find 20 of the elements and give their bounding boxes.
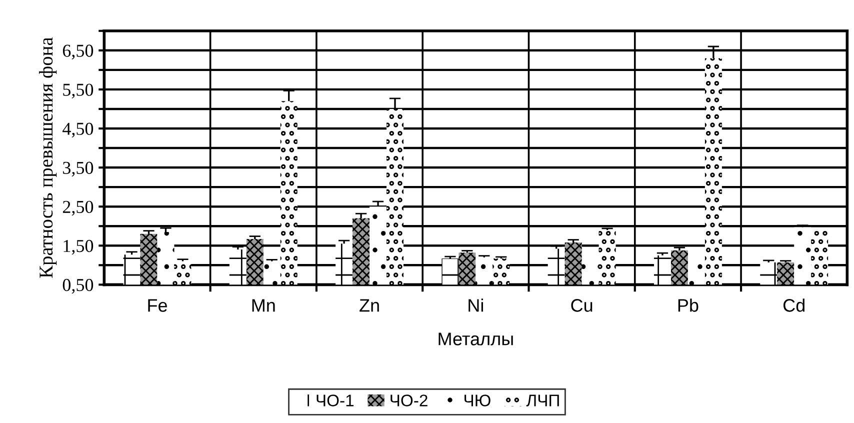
y-tick-label: 2,50: [62, 200, 94, 216]
x-tick-label: Cd: [783, 298, 804, 312]
y-tick-label: 5,50: [63, 84, 94, 98]
x-axis-title: Металлы: [438, 332, 513, 346]
y-tick-label: 3,50: [63, 162, 94, 177]
legend-label: ЧО-2: [390, 394, 428, 406]
x-tick-label: Cu: [571, 299, 592, 312]
x-tick-label: Fe: [148, 299, 167, 312]
legend-label: ЧО-1: [316, 394, 354, 406]
y-tick-label: 0,50: [62, 278, 94, 294]
x-tick-label: Pb: [678, 298, 698, 312]
y-axis-title: Кратность превышения фона: [38, 37, 57, 278]
y-tick-label: 4,50: [62, 122, 94, 138]
x-tick-label: Ni: [468, 298, 483, 312]
legend-label: ЛЧП: [526, 394, 559, 406]
x-tick-label: Mn: [252, 299, 275, 312]
y-tick-label: 1,50: [64, 240, 94, 255]
x-tick-label: Zn: [360, 299, 379, 312]
legend-label: ЧЮ: [464, 394, 490, 406]
y-tick-label: 6,50: [62, 44, 94, 60]
